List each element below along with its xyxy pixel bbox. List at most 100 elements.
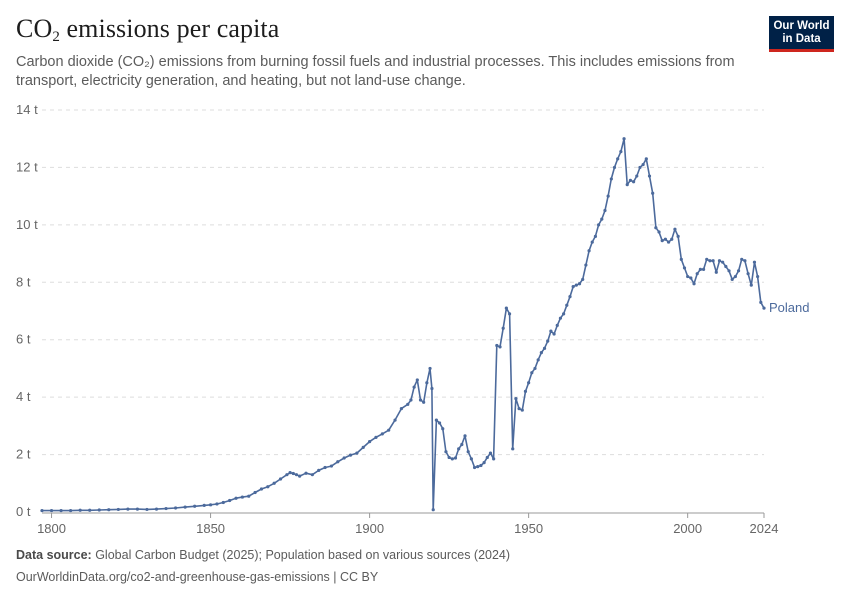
data-point[interactable] bbox=[469, 457, 473, 461]
data-point[interactable] bbox=[530, 371, 534, 375]
data-point[interactable] bbox=[616, 157, 620, 161]
data-point[interactable] bbox=[705, 257, 709, 261]
data-point[interactable] bbox=[549, 329, 553, 333]
data-point[interactable] bbox=[304, 471, 308, 475]
data-point[interactable] bbox=[409, 398, 413, 402]
data-point[interactable] bbox=[612, 165, 617, 170]
data-point[interactable] bbox=[523, 389, 528, 393]
data-point[interactable] bbox=[698, 267, 702, 271]
data-point[interactable] bbox=[164, 506, 168, 511]
data-point[interactable] bbox=[501, 326, 505, 330]
data-point[interactable] bbox=[183, 505, 187, 509]
data-point[interactable] bbox=[247, 494, 251, 498]
data-point[interactable] bbox=[69, 508, 73, 513]
data-point[interactable] bbox=[660, 239, 664, 243]
data-point[interactable] bbox=[447, 455, 451, 460]
owid-logo[interactable]: Our World in Data bbox=[769, 16, 834, 52]
data-point[interactable] bbox=[294, 473, 299, 477]
data-point[interactable] bbox=[587, 249, 591, 253]
data-point[interactable] bbox=[746, 272, 750, 276]
data-point[interactable] bbox=[644, 157, 648, 161]
data-point[interactable] bbox=[533, 366, 537, 371]
data-point[interactable] bbox=[215, 502, 219, 506]
data-point[interactable] bbox=[393, 418, 397, 422]
data-point[interactable] bbox=[730, 277, 734, 282]
data-point[interactable] bbox=[240, 495, 244, 499]
data-point[interactable] bbox=[374, 435, 378, 439]
data-point[interactable] bbox=[253, 490, 257, 495]
data-point[interactable] bbox=[380, 432, 384, 436]
data-point[interactable] bbox=[679, 257, 683, 261]
data-point[interactable] bbox=[625, 183, 629, 187]
data-point[interactable] bbox=[482, 461, 486, 465]
data-point[interactable] bbox=[663, 237, 668, 241]
data-point[interactable] bbox=[600, 217, 604, 221]
data-point[interactable] bbox=[686, 274, 690, 279]
data-point[interactable] bbox=[221, 500, 225, 505]
data-point[interactable] bbox=[762, 306, 766, 310]
data-point[interactable] bbox=[581, 277, 585, 282]
data-point[interactable] bbox=[97, 508, 101, 512]
data-point[interactable] bbox=[593, 234, 598, 238]
data-point[interactable] bbox=[507, 312, 512, 316]
data-point[interactable] bbox=[329, 464, 334, 468]
data-point[interactable] bbox=[695, 272, 699, 276]
data-point[interactable] bbox=[348, 453, 353, 457]
data-point[interactable] bbox=[208, 503, 213, 507]
data-point[interactable] bbox=[609, 177, 613, 181]
data-point[interactable] bbox=[558, 316, 563, 320]
data-point[interactable] bbox=[546, 339, 550, 343]
data-point[interactable] bbox=[234, 496, 238, 500]
data-point[interactable] bbox=[736, 269, 741, 273]
data-point[interactable] bbox=[654, 226, 658, 230]
data-point[interactable] bbox=[49, 508, 54, 513]
source-url-link[interactable]: OurWorldinData.org/co2-and-greenhouse-ga… bbox=[16, 570, 379, 584]
data-point[interactable] bbox=[399, 407, 404, 411]
data-point[interactable] bbox=[552, 332, 556, 336]
data-point[interactable] bbox=[635, 174, 639, 178]
data-point[interactable] bbox=[701, 267, 706, 271]
data-point[interactable] bbox=[562, 312, 566, 316]
data-point[interactable] bbox=[641, 162, 645, 167]
data-point[interactable] bbox=[631, 180, 636, 184]
data-point[interactable] bbox=[434, 418, 438, 422]
data-point[interactable] bbox=[135, 507, 140, 511]
data-point[interactable] bbox=[555, 323, 559, 327]
data-point[interactable] bbox=[647, 174, 652, 178]
data-point[interactable] bbox=[711, 259, 715, 263]
data-point[interactable] bbox=[733, 274, 737, 279]
data-point[interactable] bbox=[428, 366, 432, 371]
data-point[interactable] bbox=[536, 358, 540, 362]
data-point[interactable] bbox=[336, 460, 340, 464]
data-point[interactable] bbox=[542, 346, 547, 350]
data-point[interactable] bbox=[527, 381, 531, 385]
data-point[interactable] bbox=[676, 234, 680, 238]
data-point[interactable] bbox=[479, 463, 483, 468]
data-point[interactable] bbox=[441, 427, 445, 431]
data-point[interactable] bbox=[752, 260, 757, 264]
data-point[interactable] bbox=[107, 508, 111, 512]
data-point[interactable] bbox=[228, 498, 232, 503]
data-point[interactable] bbox=[568, 295, 572, 299]
data-point[interactable] bbox=[708, 259, 712, 263]
data-point[interactable] bbox=[78, 508, 82, 512]
data-point[interactable] bbox=[154, 507, 159, 511]
data-point[interactable] bbox=[285, 473, 289, 477]
data-point[interactable] bbox=[721, 260, 725, 264]
data-point[interactable] bbox=[460, 442, 464, 447]
data-point[interactable] bbox=[463, 434, 467, 438]
data-point[interactable] bbox=[387, 428, 391, 432]
data-point[interactable] bbox=[450, 457, 454, 461]
series-label-poland[interactable]: Poland bbox=[769, 300, 809, 315]
data-point[interactable] bbox=[485, 455, 489, 460]
data-point[interactable] bbox=[514, 396, 518, 401]
data-point[interactable] bbox=[444, 450, 448, 454]
data-point[interactable] bbox=[457, 447, 461, 451]
data-point[interactable] bbox=[278, 477, 283, 481]
data-point[interactable] bbox=[682, 266, 687, 270]
data-point[interactable] bbox=[59, 508, 63, 513]
data-point[interactable] bbox=[619, 150, 623, 154]
data-point[interactable] bbox=[266, 485, 270, 489]
data-point[interactable] bbox=[756, 274, 760, 279]
data-point[interactable] bbox=[628, 178, 633, 182]
